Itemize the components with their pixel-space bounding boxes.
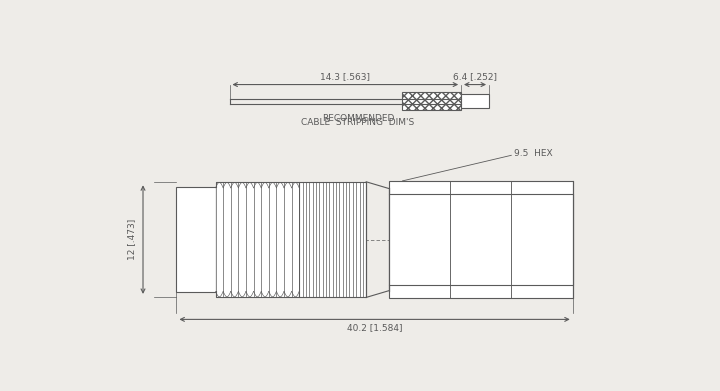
Text: CABLE  STRIPPING  DIM'S: CABLE STRIPPING DIM'S (301, 118, 415, 127)
Bar (389, 181, 572, 298)
Text: 9.5  HEX: 9.5 HEX (514, 149, 553, 158)
Bar (215, 188, 300, 291)
Bar (461, 95, 489, 108)
Text: 14.3 [.563]: 14.3 [.563] (320, 73, 370, 82)
Text: 40.2 [1.584]: 40.2 [1.584] (347, 323, 402, 332)
Bar (402, 92, 461, 110)
Bar (215, 182, 300, 297)
Text: 6.4 [.252]: 6.4 [.252] (453, 73, 497, 82)
Text: 12 [.473]: 12 [.473] (127, 219, 136, 260)
Bar (176, 187, 215, 292)
Text: RECOMMENDED: RECOMMENDED (322, 114, 394, 123)
Bar (389, 194, 572, 285)
Bar (300, 182, 366, 298)
